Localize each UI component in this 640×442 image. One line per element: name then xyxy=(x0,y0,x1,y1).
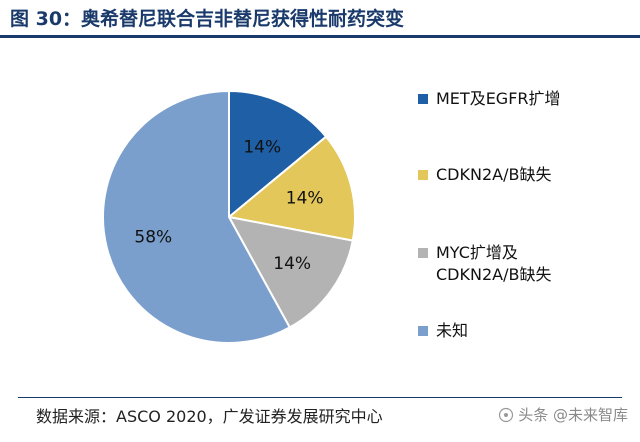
watermark-text: 头条 @未来智库 xyxy=(518,406,628,424)
pie-data-label-3: 14% xyxy=(273,254,311,274)
legend-label: CDKN2A/B缺失 xyxy=(436,165,552,184)
source-note: 数据来源：ASCO 2020，广发证券发展研究中心 xyxy=(36,407,383,426)
pie-slice-2 xyxy=(226,135,356,242)
watermark: 头条 @未来智库 xyxy=(498,404,628,425)
legend-label: 未知 xyxy=(436,321,469,340)
title-divider xyxy=(0,35,640,38)
legend-swatch xyxy=(418,248,428,258)
legend-label: MYC扩增及 CDKN2A/B缺失 xyxy=(436,243,552,284)
pie-data-label-1: 14% xyxy=(243,137,281,157)
watermark-logo-icon xyxy=(499,407,514,422)
legend-swatch xyxy=(418,94,428,104)
legend-item-3: MYC扩增及 CDKN2A/B缺失 xyxy=(418,242,551,286)
legend-label: MET及EGFR扩增 xyxy=(436,89,561,108)
page-title: 图 30：奥希替尼联合吉非替尼获得性耐药突变 xyxy=(0,0,640,34)
pie-slice-4 xyxy=(102,89,292,344)
pie-slice-3 xyxy=(227,215,354,329)
footer-divider xyxy=(18,397,622,398)
pie-slice-1 xyxy=(228,89,328,220)
legend-item-4: 未知 xyxy=(418,320,468,342)
legend-item-1: MET及EGFR扩增 xyxy=(418,88,561,110)
pie-data-label-2: 14% xyxy=(286,189,324,209)
pie-data-label-4: 58% xyxy=(134,227,172,247)
legend-swatch xyxy=(418,170,428,180)
chart-title: 图 30：奥希替尼联合吉非替尼获得性耐药突变 xyxy=(10,7,405,30)
legend-swatch xyxy=(418,326,428,336)
legend-item-2: CDKN2A/B缺失 xyxy=(418,164,551,186)
